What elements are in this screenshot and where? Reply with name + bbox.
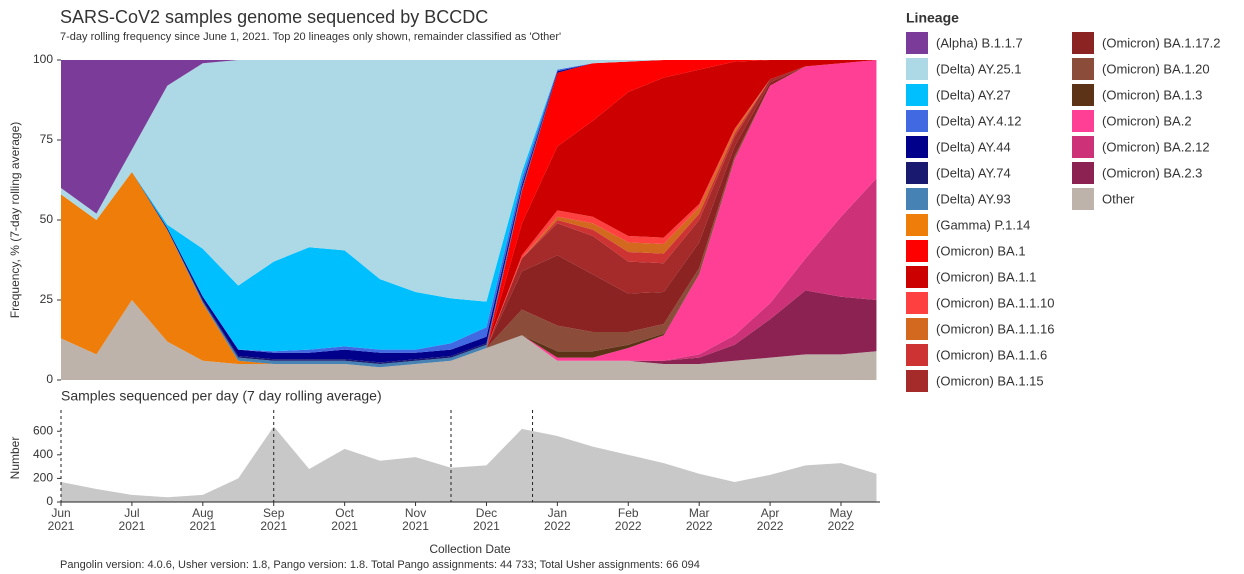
- y-tick-label: 50: [40, 212, 54, 226]
- x-tick-label: Mar 2022: [685, 506, 713, 533]
- legend-swatch: [906, 292, 928, 314]
- x-tick-label: Dec 2021: [473, 506, 500, 533]
- x-axis-label: Collection Date: [429, 542, 511, 556]
- y-tick-label: 0: [46, 494, 53, 508]
- legend-swatch: [906, 344, 928, 366]
- legend-swatch: [1072, 136, 1094, 158]
- legend-label: (Omicron) BA.1: [936, 243, 1026, 258]
- area: [61, 60, 877, 368]
- area: [61, 60, 877, 368]
- legend-swatch: [906, 136, 928, 158]
- legend-label: (Omicron) BA.1.1.6: [936, 347, 1047, 362]
- legend-label: (Omicron) BA.2: [1102, 113, 1192, 128]
- panel-title: Samples sequenced per day (7 day rolling…: [61, 388, 382, 404]
- legend-label: (Delta) AY.4.12: [936, 113, 1022, 128]
- x-tick-label: Aug 2021: [189, 506, 217, 533]
- legend-label: (Omicron) BA.1.20: [1102, 61, 1210, 76]
- y-axis-label: Number: [8, 437, 22, 480]
- x-tick-label: Jul 2021: [118, 506, 146, 533]
- legend-title: Lineage: [906, 10, 959, 26]
- legend-swatch: [906, 188, 928, 210]
- area: [61, 60, 877, 214]
- chart-title: SARS-CoV2 samples genome sequenced by BC…: [60, 7, 488, 27]
- y-tick-label: 75: [40, 132, 54, 146]
- x-tick-label: May 2022: [827, 506, 855, 533]
- legend-label: (Omicron) BA.1.15: [936, 373, 1044, 388]
- legend-swatch: [906, 110, 928, 132]
- y-tick-label: 25: [40, 292, 54, 306]
- caption: Pangolin version: 4.0.6, Usher version: …: [60, 559, 700, 571]
- legend-swatch: [906, 240, 928, 262]
- x-tick-label: Sep 2021: [260, 506, 288, 533]
- legend-label: (Gamma) P.1.14: [936, 217, 1030, 232]
- legend-label: (Delta) AY.74: [936, 165, 1011, 180]
- legend-swatch: [1072, 58, 1094, 80]
- legend-label: (Omicron) BA.1.1: [936, 269, 1036, 284]
- legend-swatch: [1072, 162, 1094, 184]
- legend-label: Other: [1102, 191, 1135, 206]
- legend-swatch: [906, 214, 928, 236]
- x-tick-label: Nov 2021: [402, 506, 429, 533]
- x-tick-label: Jan 2022: [544, 506, 571, 533]
- x-tick-label: Apr 2022: [756, 506, 784, 533]
- legend-swatch: [906, 162, 928, 184]
- legend-swatch: [906, 58, 928, 80]
- area: [61, 426, 877, 502]
- legend-swatch: [1072, 32, 1094, 54]
- legend-swatch: [1072, 110, 1094, 132]
- y-tick-label: 100: [33, 52, 53, 66]
- x-tick-label: Feb 2022: [614, 506, 642, 533]
- legend-label: (Omicron) BA.1.1.10: [936, 295, 1055, 310]
- y-tick-label: 200: [33, 471, 53, 485]
- x-tick-label: Jun 2021: [47, 506, 75, 533]
- x-tick-label: Oct 2021: [331, 506, 358, 533]
- legend-label: (Omicron) BA.1.17.2: [1102, 35, 1221, 50]
- y-tick-label: 600: [33, 423, 53, 437]
- legend-label: (Delta) AY.44: [936, 139, 1011, 154]
- legend-label: (Omicron) BA.1.3: [1102, 87, 1202, 102]
- area: [61, 60, 877, 302]
- legend-label: (Omicron) BA.2.12: [1102, 139, 1210, 154]
- legend-swatch: [906, 318, 928, 340]
- legend-swatch: [906, 84, 928, 106]
- chart-subtitle: 7-day rolling frequency since June 1, 20…: [60, 31, 561, 43]
- legend-swatch: [906, 370, 928, 392]
- area: [61, 60, 877, 368]
- legend-label: (Omicron) BA.2.3: [1102, 165, 1202, 180]
- y-axis-label: Frequency, % (7-day rolling average): [8, 122, 22, 319]
- y-tick-label: 400: [33, 447, 53, 461]
- legend-swatch: [1072, 84, 1094, 106]
- legend-label: (Omicron) BA.1.1.16: [936, 321, 1055, 336]
- legend-label: (Delta) AY.93: [936, 191, 1011, 206]
- area: [61, 300, 877, 380]
- y-tick-label: 0: [46, 372, 53, 386]
- legend-label: (Delta) AY.27: [936, 87, 1011, 102]
- legend-label: (Alpha) B.1.1.7: [936, 35, 1023, 50]
- area: [61, 60, 877, 352]
- legend-swatch: [1072, 188, 1094, 210]
- legend-label: (Delta) AY.25.1: [936, 61, 1022, 76]
- legend-swatch: [906, 266, 928, 288]
- legend-swatch: [906, 32, 928, 54]
